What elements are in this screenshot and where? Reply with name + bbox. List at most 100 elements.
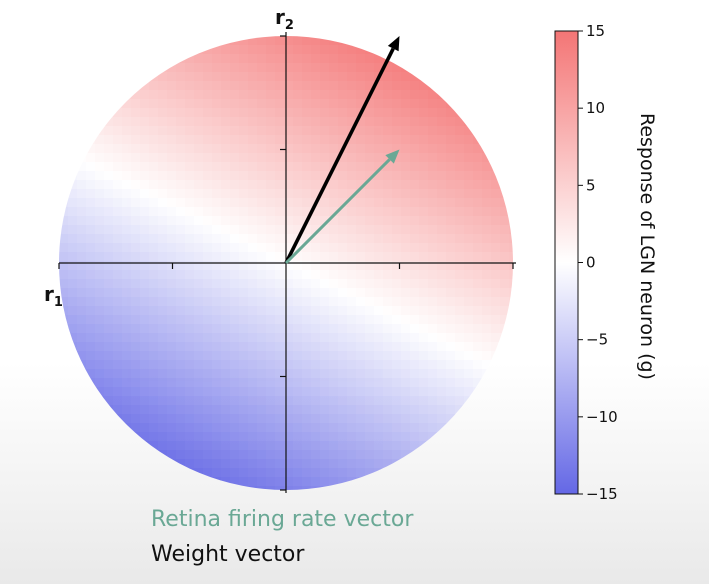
heat-cell: [446, 135, 456, 145]
heat-cell: [95, 378, 105, 388]
heat-cell: [113, 396, 123, 406]
heat-cell: [392, 306, 402, 316]
heat-cell: [356, 153, 366, 163]
heat-cell: [329, 189, 339, 199]
heat-cell: [203, 333, 213, 343]
heat-cell: [509, 486, 513, 490]
heat-cell: [455, 180, 465, 190]
heat-cell: [113, 477, 123, 487]
heat-cell: [509, 63, 513, 73]
heat-cell: [329, 54, 339, 64]
heat-cell: [401, 36, 411, 46]
heat-cell: [77, 153, 87, 163]
heat-cell: [302, 171, 312, 181]
heat-cell: [104, 468, 114, 478]
weight-vector: [284, 36, 400, 264]
heat-cell: [104, 144, 114, 154]
heat-cell: [374, 90, 384, 100]
heat-cell: [284, 63, 294, 73]
heat-cell: [266, 450, 276, 460]
heat-cell: [491, 342, 501, 352]
heat-cell: [131, 468, 141, 478]
heat-cell: [329, 63, 339, 73]
heat-cell: [113, 108, 123, 118]
heat-cell: [482, 468, 492, 478]
heat-cell: [131, 306, 141, 316]
heat-cell: [221, 423, 231, 433]
heat-cell: [482, 225, 492, 235]
heat-cell: [221, 126, 231, 136]
heat-cell: [131, 207, 141, 217]
heat-cell: [311, 315, 321, 325]
heat-cell: [275, 306, 285, 316]
heat-cell: [86, 378, 96, 388]
heat-cell: [482, 108, 492, 118]
heat-cell: [347, 477, 357, 487]
heat-cell: [68, 432, 78, 442]
heat-cell: [131, 225, 141, 235]
heat-cell: [176, 225, 186, 235]
heat-cell: [230, 450, 240, 460]
heat-cell: [230, 351, 240, 361]
heat-cell: [212, 45, 222, 55]
heat-cell: [185, 396, 195, 406]
heat-cell: [356, 225, 366, 235]
heat-cell: [410, 216, 420, 226]
heat-cell: [491, 225, 501, 235]
heat-cell: [311, 180, 321, 190]
heat-cell: [257, 261, 267, 271]
heat-cell: [410, 126, 420, 136]
heat-cell: [77, 450, 87, 460]
heat-cell: [491, 171, 501, 181]
heat-cell: [221, 279, 231, 289]
heat-cell: [365, 360, 375, 370]
heat-cell: [239, 378, 249, 388]
heat-cell: [338, 279, 348, 289]
heat-cell: [293, 396, 303, 406]
heat-cell: [158, 90, 168, 100]
heat-cell: [77, 216, 87, 226]
heat-cell: [455, 153, 465, 163]
heat-cell: [239, 441, 249, 451]
heat-cell: [95, 126, 105, 136]
heat-cell: [68, 243, 78, 253]
heat-cell: [491, 90, 501, 100]
heat-cell: [455, 171, 465, 181]
heat-cell: [257, 207, 267, 217]
heat-cell: [437, 351, 447, 361]
heat-cell: [194, 126, 204, 136]
heat-cell: [437, 396, 447, 406]
heat-cell: [338, 225, 348, 235]
heat-cell: [140, 441, 150, 451]
heat-cell: [230, 306, 240, 316]
heat-cell: [131, 90, 141, 100]
heat-cell: [284, 378, 294, 388]
heat-cell: [239, 369, 249, 379]
heat-cell: [86, 405, 96, 415]
heat-cell: [266, 90, 276, 100]
heat-cell: [473, 135, 483, 145]
heat-cell: [131, 342, 141, 352]
heat-cell: [248, 414, 258, 424]
heat-cell: [167, 63, 177, 73]
heat-cell: [185, 270, 195, 280]
heat-cell: [482, 207, 492, 217]
heat-cell: [77, 72, 87, 82]
heat-cell: [329, 126, 339, 136]
heat-cell: [509, 423, 513, 433]
heat-cell: [221, 396, 231, 406]
heat-cell: [284, 306, 294, 316]
heat-cell: [275, 72, 285, 82]
heat-cell: [302, 414, 312, 424]
heat-cell: [185, 54, 195, 64]
heat-cell: [500, 108, 510, 118]
heat-cell: [311, 432, 321, 442]
heat-cell: [230, 180, 240, 190]
heat-cell: [275, 54, 285, 64]
heat-cell: [176, 270, 186, 280]
heat-cell: [140, 63, 150, 73]
heat-cell: [401, 279, 411, 289]
heat-cell: [59, 405, 69, 415]
heat-cell: [95, 324, 105, 334]
heat-cell: [284, 279, 294, 289]
